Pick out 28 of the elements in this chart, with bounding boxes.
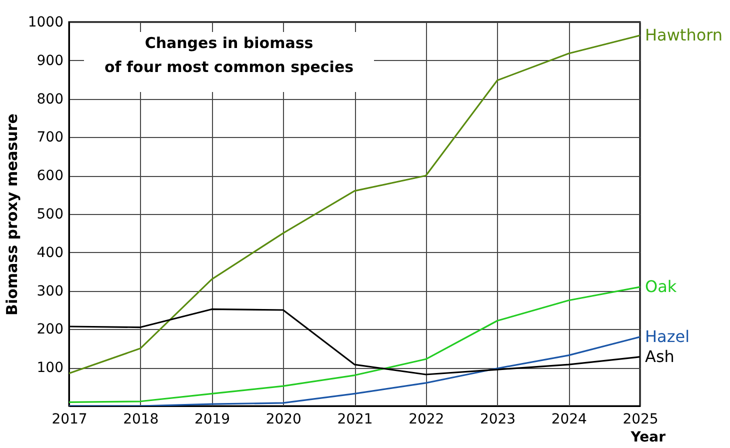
x-tick-label: 2017: [52, 412, 88, 428]
x-tick-label: 2020: [266, 412, 302, 428]
y-tick-label: 300: [36, 283, 64, 300]
y-tick-label: 100: [36, 360, 64, 376]
x-tick-label: 2025: [622, 412, 658, 428]
text: Changes in biomass of four most common species: [104, 34, 354, 76]
y-tick-label: 500: [36, 206, 64, 222]
series-label: Ash: [645, 346, 674, 366]
x-axis-title: Year: [630, 430, 666, 446]
x-tick-label: 2023: [480, 412, 516, 428]
y-tick-label: 700: [36, 130, 64, 146]
y-tick-label: 400: [36, 244, 64, 261]
y-tick-label: 200: [36, 322, 64, 338]
line-series: [69, 286, 640, 403]
y-tick-label: 800: [36, 91, 64, 108]
y-tick-label: 1000: [28, 14, 64, 30]
y-tick-label: 600: [36, 168, 64, 184]
x-tick-label: 2024: [551, 412, 588, 428]
line-series: [69, 34, 640, 374]
x-tick-label: 2021: [337, 412, 373, 428]
series-label: Hawthorn: [645, 25, 723, 44]
x-tick-label: 2019: [194, 412, 230, 428]
x-tick-label: 2022: [408, 412, 444, 428]
series-label: Hazel: [645, 326, 690, 346]
y-tick-label: 900: [36, 52, 64, 69]
y-axis-title: Biomass proxy measure: [2, 114, 21, 316]
series-label: Oak: [645, 276, 678, 296]
x-tick-label: 2018: [123, 412, 159, 428]
